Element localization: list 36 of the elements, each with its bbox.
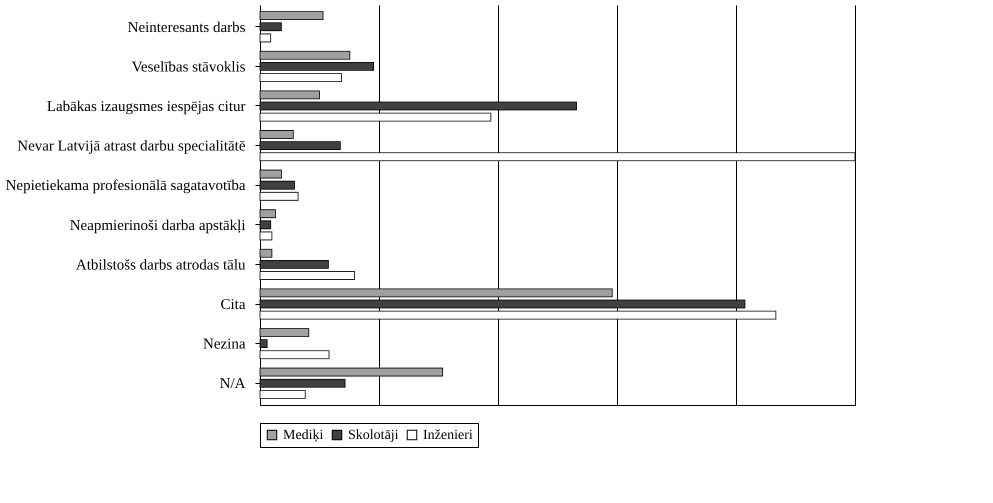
- bar: [260, 180, 295, 190]
- bar: [260, 11, 324, 20]
- y-tick-label: N/A: [220, 376, 246, 392]
- bar: [260, 34, 272, 42]
- y-tick-label: Cita: [220, 297, 246, 314]
- bar: [260, 170, 282, 178]
- y-tick-label: Atbilstošs darbs atrodas tālu: [76, 257, 246, 274]
- bar: [260, 141, 341, 150]
- legend-label: Inženieri: [423, 428, 473, 443]
- y-tick-label: Labākas izaugsmes iespējas citur: [46, 98, 246, 115]
- y-tick-label: Neinteresants darbs: [128, 20, 246, 36]
- y-tick-label: Nezina: [203, 336, 246, 353]
- bar: [260, 328, 310, 337]
- bar: [260, 50, 350, 60]
- legend-label: Skolotāji: [348, 428, 399, 443]
- bar: [260, 390, 306, 399]
- bar: [260, 73, 342, 82]
- bar: [260, 62, 374, 71]
- bar: [260, 260, 329, 269]
- bar: [260, 22, 282, 32]
- bar: [260, 271, 356, 280]
- bar: [260, 248, 272, 258]
- y-tick-label: Nevar Latvijā atrast darbu specialitātē: [17, 138, 246, 155]
- bar: [260, 90, 320, 100]
- y-tick-label: Nepietiekama profesionālā sagatavotība: [6, 178, 246, 194]
- legend-label: Mediķi: [283, 428, 324, 443]
- y-tick-label: Neapmierinoši darba apstākļi: [70, 218, 246, 234]
- bar: [260, 350, 330, 360]
- bar: [260, 209, 276, 218]
- bar: [260, 339, 268, 348]
- bar: [260, 130, 294, 139]
- bar: [260, 232, 272, 240]
- bar: [260, 220, 272, 230]
- y-tick-label: Veselības stāvoklis: [132, 59, 246, 76]
- bar: [260, 192, 298, 201]
- bar: [260, 378, 346, 388]
